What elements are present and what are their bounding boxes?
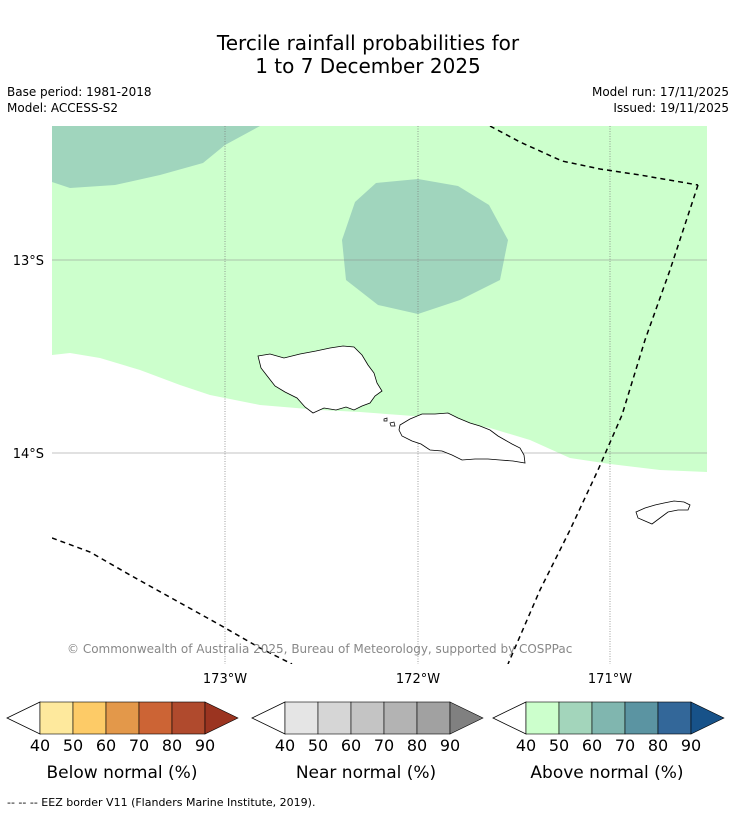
below-swatch-70 — [138, 701, 173, 735]
above-tick-60: 60 — [582, 736, 602, 755]
below-tick-80: 80 — [162, 736, 182, 755]
legend-below-normal: 40 50 60 70 80 90 Below normal (%) — [6, 701, 239, 783]
title-line-1: Tercile rainfall probabilities for — [216, 31, 520, 55]
above-tick-50: 50 — [549, 736, 569, 755]
copyright-notice: © Commonwealth of Australia 2025, Bureau… — [67, 642, 572, 656]
base-period: Base period: 1981-2018 — [7, 85, 152, 99]
above-swatch-70 — [624, 701, 659, 735]
near-swatch-80 — [416, 701, 451, 735]
above-tick-40: 40 — [516, 736, 536, 755]
map-panel — [52, 126, 707, 664]
above-normal-50-60-region-central — [342, 179, 508, 314]
graticule — [52, 126, 707, 664]
lon-label-171w: 171°W — [588, 672, 632, 687]
lat-label-13s: 13°S — [13, 254, 44, 269]
above-under-triangle — [492, 701, 527, 735]
above-normal-50-60-region-northwest — [52, 126, 260, 188]
near-normal-label: Near normal (%) — [296, 763, 436, 783]
near-swatch-70 — [383, 701, 418, 735]
below-tick-70: 70 — [129, 736, 149, 755]
below-under-triangle — [6, 701, 41, 735]
small-islet-1 — [383, 417, 388, 422]
near-tick-80: 80 — [407, 736, 427, 755]
below-tick-90: 90 — [195, 736, 215, 755]
small-islet-2 — [389, 421, 396, 427]
eez-border-north — [489, 126, 699, 186]
above-over-triangle — [690, 701, 725, 735]
near-swatch-50 — [317, 701, 352, 735]
below-swatch-40 — [39, 701, 74, 735]
above-swatch-60 — [591, 701, 626, 735]
below-tick-40: 40 — [30, 736, 50, 755]
below-swatch-60 — [105, 701, 140, 735]
above-swatch-40 — [525, 701, 560, 735]
above-tick-80: 80 — [648, 736, 668, 755]
below-over-triangle — [204, 701, 239, 735]
lon-label-173w: 173°W — [203, 672, 247, 687]
near-under-triangle — [251, 701, 286, 735]
above-normal-label: Above normal (%) — [530, 763, 683, 783]
below-tick-60: 60 — [96, 736, 116, 755]
issued-date: Issued: 19/11/2025 — [613, 101, 729, 115]
near-tick-50: 50 — [308, 736, 328, 755]
eez-border-east — [507, 184, 699, 664]
lat-label-14s: 14°S — [13, 447, 44, 462]
near-tick-90: 90 — [440, 736, 460, 755]
model-name: Model: ACCESS-S2 — [7, 101, 119, 115]
near-over-triangle — [449, 701, 484, 735]
lon-label-172w: 172°W — [396, 672, 440, 687]
upolu-island-coastline — [398, 412, 526, 464]
near-tick-40: 40 — [275, 736, 295, 755]
below-tick-50: 50 — [63, 736, 83, 755]
above-tick-90: 90 — [681, 736, 701, 755]
near-tick-60: 60 — [341, 736, 361, 755]
near-swatch-60 — [350, 701, 385, 735]
legend-above-normal: 40 50 60 70 80 90 Above normal (%) — [492, 701, 725, 783]
above-tick-70: 70 — [615, 736, 635, 755]
title-line-2: 1 to 7 December 2025 — [255, 54, 481, 78]
near-swatch-40 — [284, 701, 319, 735]
below-normal-label: Below normal (%) — [47, 763, 198, 783]
eez-border-southwest — [52, 537, 293, 664]
below-swatch-50 — [72, 701, 107, 735]
near-tick-70: 70 — [374, 736, 394, 755]
above-swatch-80 — [657, 701, 692, 735]
model-run: Model run: 17/11/2025 — [591, 85, 729, 99]
tutuila-island-coastline — [635, 500, 691, 525]
below-swatch-80 — [171, 701, 206, 735]
eez-footnote: -- -- -- EEZ border V11 (Flanders Marine… — [7, 796, 316, 809]
savaii-island-coastline — [257, 345, 383, 414]
legend-near-normal: 40 50 60 70 80 90 Near normal (%) — [251, 701, 484, 783]
above-swatch-50 — [558, 701, 593, 735]
